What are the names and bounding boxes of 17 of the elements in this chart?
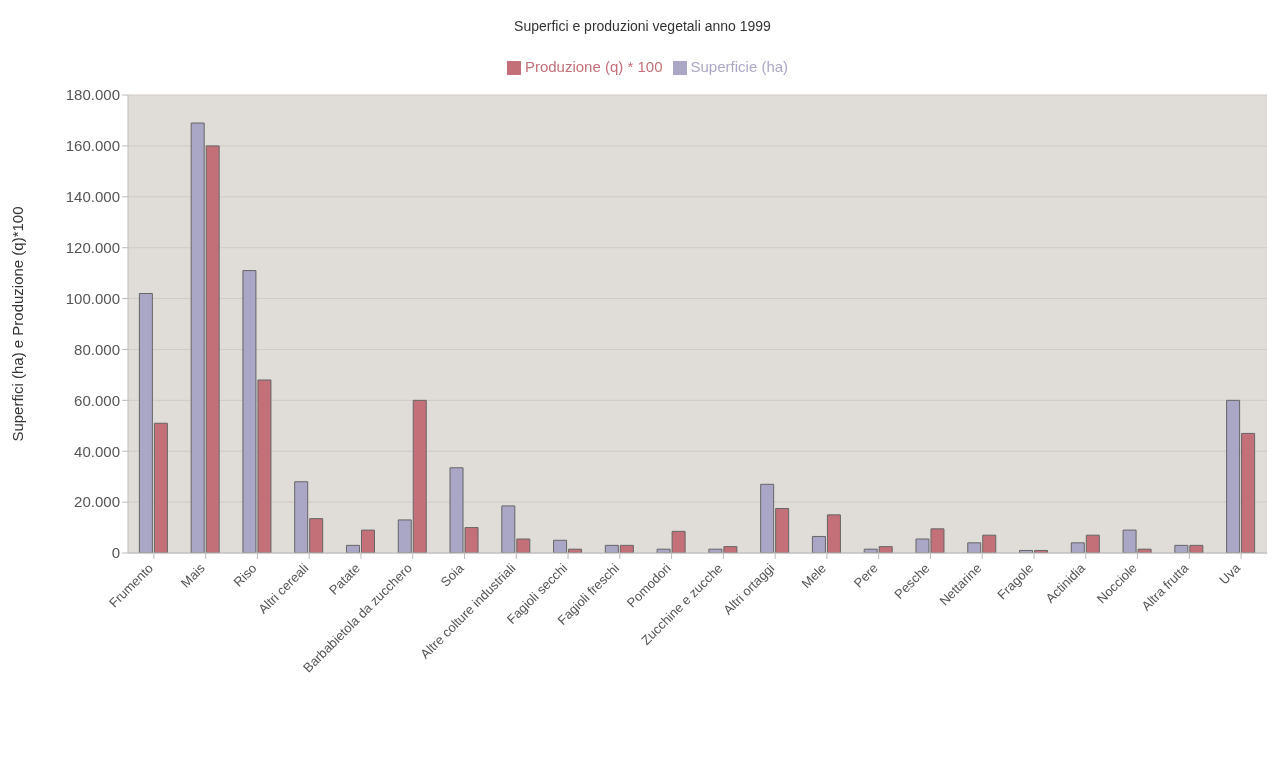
y-tick-label: 60.000 bbox=[74, 391, 120, 409]
y-tick-label: 140.000 bbox=[65, 188, 120, 206]
y-tick-label: 100.000 bbox=[65, 289, 120, 307]
chart-title: Superfici e produzioni vegetali anno 1999 bbox=[513, 17, 772, 36]
y-tick-label: 40.000 bbox=[74, 442, 120, 460]
y-tick-label: 160.000 bbox=[65, 137, 120, 155]
x-tick-label: Soia bbox=[437, 559, 468, 590]
x-tick-label: Uva bbox=[1216, 559, 1244, 588]
y-tick-label: 180.000 bbox=[65, 86, 120, 104]
y-tick-label: 0 bbox=[111, 544, 120, 562]
y-axis-title: Superfici (ha) e Produzione (q)*100 bbox=[9, 206, 27, 442]
legend-label: Produzione (q) * 100 bbox=[524, 58, 663, 75]
x-tick-label: Riso bbox=[230, 560, 260, 590]
legend-label: Superficie (ha) bbox=[690, 58, 789, 75]
y-tick-label: 80.000 bbox=[74, 340, 120, 358]
y-tick-label: 20.000 bbox=[74, 493, 120, 511]
y-tick-label: 120.000 bbox=[65, 239, 120, 257]
